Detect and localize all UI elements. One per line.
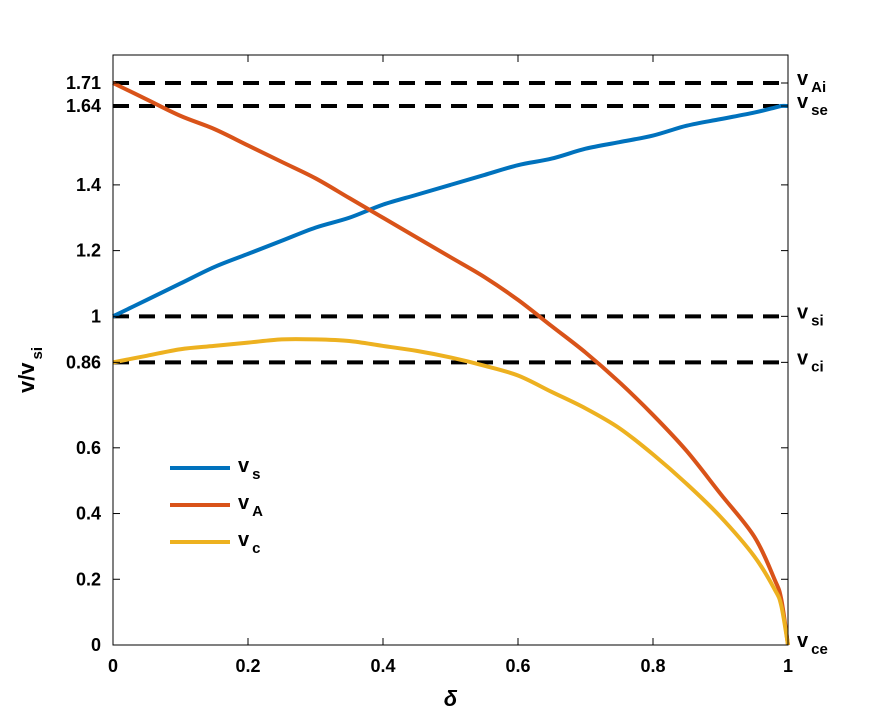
x-tick-label: 0 <box>108 656 118 676</box>
series-line-A <box>112 81 790 646</box>
y-tick-label: 1.64 <box>66 96 101 116</box>
series-line-c <box>112 337 790 646</box>
x-axis-title: δ <box>444 686 458 711</box>
series-lines <box>112 81 790 646</box>
x-tick-label: 0.2 <box>235 656 260 676</box>
reference-label-sub: si <box>811 312 824 329</box>
x-tick-label: 1 <box>783 656 793 676</box>
reference-lines <box>113 81 788 365</box>
y-tick-label: 0.2 <box>76 569 101 589</box>
y-tick-label: 1.4 <box>76 175 101 195</box>
y-axis-ticks: 0 0.2 0.4 0.6 0.86 1 1.2 1.4 1.64 1.71 <box>66 73 788 655</box>
x-tick-label: 0.8 <box>640 656 665 676</box>
reference-label-sub: se <box>811 102 828 119</box>
y-tick-label: 1.2 <box>76 241 101 261</box>
legend: v sv Av c <box>170 455 263 557</box>
legend-label-main: v <box>238 492 250 514</box>
legend-label-sub: c <box>252 540 260 557</box>
reference-label: v si <box>797 301 824 329</box>
legend-label-sub: s <box>252 466 260 483</box>
x-tick-label: 0.6 <box>505 656 530 676</box>
reference-label: v ci <box>797 347 824 375</box>
x-axis-ticks: 0 0.2 0.4 0.6 0.8 1 <box>108 55 793 676</box>
x-tick-label: 0.4 <box>370 656 395 676</box>
reference-label-main: v <box>797 301 809 323</box>
reference-label-sub: Ai <box>811 79 826 96</box>
y-tick-label: 0 <box>91 635 101 655</box>
reference-label-main: v <box>797 347 809 369</box>
reference-labels: v Aiv sev siv civ ce <box>797 68 828 658</box>
y-tick-label: 1.71 <box>66 73 101 93</box>
legend-label-main: v <box>238 529 250 551</box>
legend-label-main: v <box>238 455 250 477</box>
y-axis-title-main: v/v <box>14 362 39 393</box>
point-label: v ce <box>797 630 828 658</box>
reference-label: v se <box>797 91 828 119</box>
y-axis-title: v/v si <box>14 347 46 393</box>
series-line-s <box>112 103 789 319</box>
point-label-main: v <box>797 630 809 652</box>
plot-frame <box>112 54 789 646</box>
legend-label-sub: A <box>252 503 263 520</box>
y-tick-label: 0.86 <box>66 352 101 372</box>
point-label-sub: ce <box>811 641 828 658</box>
reference-label: v Ai <box>797 68 826 96</box>
y-tick-label: 1 <box>91 306 101 326</box>
y-tick-label: 0.6 <box>76 438 101 458</box>
y-tick-label: 0.4 <box>76 504 101 524</box>
reference-label-main: v <box>797 91 809 113</box>
reference-label-sub: ci <box>811 358 824 375</box>
reference-label-main: v <box>797 68 809 90</box>
y-axis-title-sub: si <box>29 347 46 360</box>
